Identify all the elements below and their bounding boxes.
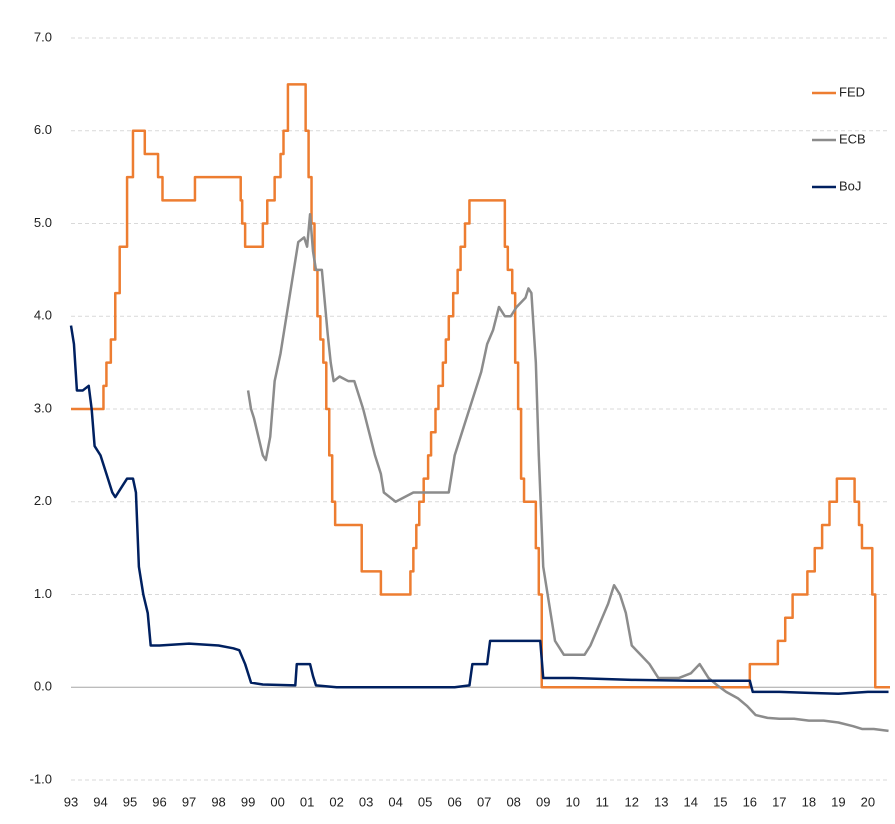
- x-tick-label: 01: [300, 794, 314, 809]
- x-tick-label: 13: [654, 794, 668, 809]
- y-tick-label: 1.0: [34, 586, 52, 601]
- x-tick-label: 06: [447, 794, 461, 809]
- x-tick-label: 99: [241, 794, 255, 809]
- x-tick-label: 98: [211, 794, 225, 809]
- x-tick-label: 12: [625, 794, 639, 809]
- y-tick-label: 0.0: [34, 679, 52, 694]
- y-tick-label: 3.0: [34, 400, 52, 415]
- y-tick-label: -1.0: [30, 771, 52, 786]
- x-tick-label: 17: [772, 794, 786, 809]
- x-tick-label: 08: [506, 794, 520, 809]
- x-tick-label: 03: [359, 794, 373, 809]
- x-tick-label: 97: [182, 794, 196, 809]
- x-tick-label: 94: [93, 794, 107, 809]
- y-tick-label: 6.0: [34, 122, 52, 137]
- x-tick-label: 11: [595, 794, 609, 809]
- x-tick-label: 07: [477, 794, 491, 809]
- x-tick-label: 05: [418, 794, 432, 809]
- x-tick-label: 96: [152, 794, 166, 809]
- x-tick-label: 15: [713, 794, 727, 809]
- x-tick-label: 20: [861, 794, 875, 809]
- legend-label: BoJ: [839, 178, 861, 193]
- y-tick-label: 7.0: [34, 29, 52, 44]
- x-tick-label: 02: [329, 794, 343, 809]
- y-tick-label: 5.0: [34, 215, 52, 230]
- series-line: [69, 325, 889, 695]
- series-line: [246, 212, 889, 733]
- legend-label: FED: [839, 84, 865, 99]
- x-tick-label: 16: [743, 794, 757, 809]
- x-tick-label: 04: [388, 794, 402, 809]
- y-tick-label: 2.0: [34, 493, 52, 508]
- x-tick-label: 93: [64, 794, 78, 809]
- x-tick-label: 09: [536, 794, 550, 809]
- series-line: [71, 83, 890, 689]
- legend-label: ECB: [839, 131, 866, 146]
- x-tick-label: 00: [270, 794, 284, 809]
- x-tick-label: 18: [802, 794, 816, 809]
- x-tick-label: 14: [684, 794, 698, 809]
- x-tick-label: 95: [123, 794, 137, 809]
- x-tick-label: 10: [565, 794, 579, 809]
- y-tick-label: 4.0: [34, 308, 52, 323]
- x-tick-label: 19: [831, 794, 845, 809]
